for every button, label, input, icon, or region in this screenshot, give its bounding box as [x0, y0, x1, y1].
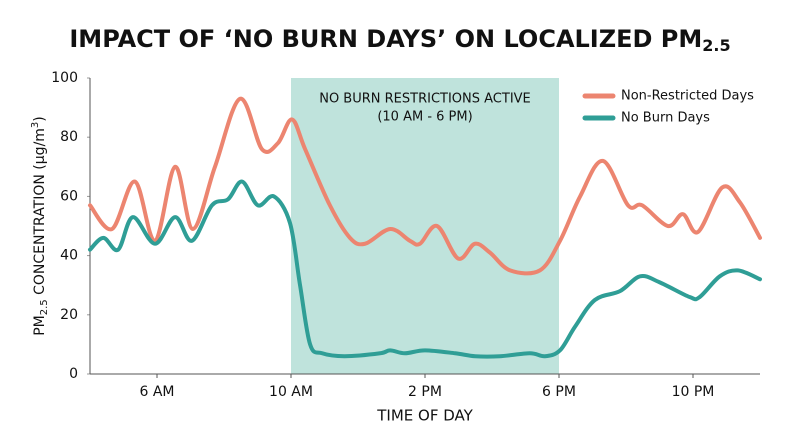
restriction-band — [291, 78, 559, 374]
x-tick-label: 2 PM — [408, 384, 442, 400]
y-label-sub: 2.5 — [39, 299, 50, 315]
y-label-part: CONCENTRATION (µg/m — [32, 128, 48, 299]
y-label-part: ) — [32, 116, 48, 121]
legend-label: Non-Restricted Days — [621, 89, 754, 104]
title-subscript: 2.5 — [702, 36, 730, 55]
legend-label: No Burn Days — [621, 111, 710, 126]
y-axis-label: PM2.5 CONCENTRATION (µg/m3) — [30, 116, 50, 336]
x-axis-label: TIME OF DAY — [376, 407, 473, 425]
y-tick-label: 80 — [60, 129, 78, 145]
chart-title: IMPACT OF ‘NO BURN DAYS’ ON LOCALIZED PM… — [69, 25, 730, 55]
title-text: IMPACT OF ‘NO BURN DAYS’ ON LOCALIZED PM — [69, 25, 702, 53]
x-tick-label: 10 AM — [269, 384, 313, 400]
y-label-part: PM — [32, 315, 48, 336]
x-tick-label: 6 PM — [542, 384, 576, 400]
annotation: (10 AM - 6 PM) — [377, 110, 472, 125]
y-tick-label: 20 — [60, 307, 78, 323]
series-line — [88, 179, 762, 359]
y-tick-label: 40 — [60, 248, 78, 264]
x-tick-label: 6 AM — [139, 384, 174, 400]
annotation: NO BURN RESTRICTIONS ACTIVE — [319, 92, 531, 107]
y-tick-label: 100 — [51, 70, 78, 86]
y-label-sup: 3 — [30, 122, 41, 128]
y-tick-label: 0 — [69, 366, 78, 382]
x-tick-label: 10 PM — [672, 384, 715, 400]
y-tick-label: 60 — [60, 188, 78, 204]
series-line — [88, 96, 762, 276]
